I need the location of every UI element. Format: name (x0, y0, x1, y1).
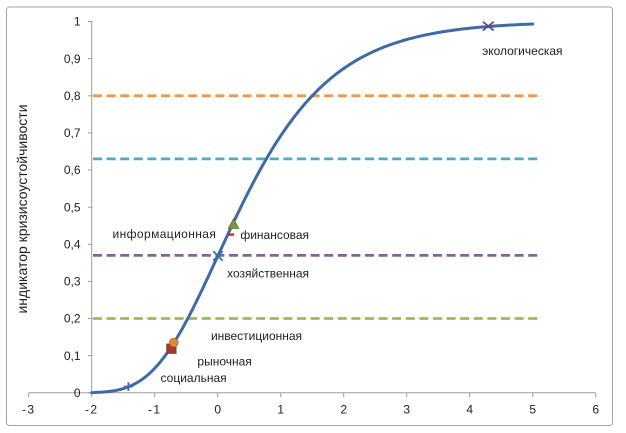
svg-text:-1: -1 (148, 403, 161, 417)
svg-text:инвестиционная: инвестиционная (211, 329, 302, 343)
svg-text:3: 3 (403, 403, 410, 417)
svg-text:экологическая: экологическая (482, 44, 562, 58)
svg-text:0,5: 0,5 (64, 200, 81, 214)
svg-text:0,1: 0,1 (64, 349, 81, 363)
svg-text:финансовая: финансовая (240, 228, 309, 242)
svg-text:0,6: 0,6 (64, 163, 81, 177)
svg-text:-3: -3 (22, 403, 35, 417)
svg-text:-2: -2 (85, 403, 98, 417)
svg-text:социальная: социальная (161, 371, 227, 385)
svg-text:1: 1 (277, 403, 284, 417)
svg-text:0,3: 0,3 (64, 275, 81, 289)
svg-text:4: 4 (466, 403, 473, 417)
svg-text:0,4: 0,4 (64, 238, 81, 252)
svg-text:2: 2 (340, 403, 347, 417)
svg-text:рыночная: рыночная (197, 355, 251, 369)
svg-text:индикатор кризисоустойчивости: индикатор кризисоустойчивости (14, 104, 30, 313)
svg-text:5: 5 (529, 403, 536, 417)
svg-text:0,8: 0,8 (64, 89, 81, 103)
svg-text:0: 0 (214, 403, 221, 417)
svg-text:0,7: 0,7 (64, 126, 81, 140)
svg-text:0,9: 0,9 (64, 52, 81, 66)
svg-text:информационная: информационная (113, 227, 217, 241)
svg-text:0,2: 0,2 (64, 312, 81, 326)
svg-text:6: 6 (592, 403, 599, 417)
svg-text:хозяйственная: хозяйственная (227, 267, 309, 281)
svg-text:1: 1 (74, 15, 81, 29)
svg-text:0: 0 (74, 386, 81, 400)
